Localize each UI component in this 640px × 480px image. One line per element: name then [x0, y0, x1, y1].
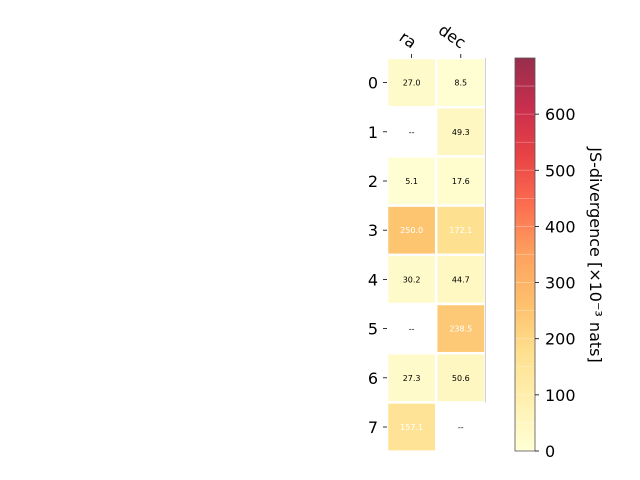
row-label: 2	[368, 172, 378, 191]
cell-label: 5.1	[405, 177, 418, 186]
colorbar-ticks: 0 100 200 300 400 500 600	[535, 105, 576, 461]
heatmap-cell	[388, 157, 435, 205]
row-label: 7	[368, 418, 378, 437]
row-label: 3	[368, 221, 378, 240]
colorbar-tick-label: 200	[545, 330, 576, 349]
heatmap-cell	[388, 354, 435, 402]
colorbar-gradient	[515, 58, 535, 451]
column-labels: ra dec	[396, 20, 469, 58]
column-label: dec	[435, 20, 469, 52]
cell-label: 50.6	[452, 374, 470, 383]
colorbar-frame	[514, 57, 536, 452]
colorbar-label: JS-divergence [×10⁻³ nats]	[586, 146, 605, 362]
colorbar-grid-lines	[515, 85, 535, 424]
colorbar-tick-label: 400	[545, 217, 576, 236]
colorbar-tick-label: 100	[545, 386, 576, 405]
colorbar-tick-label: 0	[545, 442, 555, 461]
row-label: 6	[368, 369, 378, 388]
heatmap-cell	[388, 59, 435, 106]
colorbar-tick-label: 500	[545, 161, 576, 180]
cell-label: --	[458, 423, 464, 432]
cell-label: 157.1	[400, 423, 423, 432]
heatmap-cell	[437, 108, 485, 156]
colorbar: 0 100 200 300 400 500 600 JS-divergence [×10⁻³…	[514, 57, 605, 461]
cell-label: 30.2	[403, 275, 421, 284]
heatmap-cell	[437, 59, 485, 106]
cell-label: --	[409, 128, 415, 137]
cell-label: 238.5	[449, 325, 472, 334]
row-label: 5	[368, 320, 378, 339]
heatmap-cell	[437, 305, 485, 352]
row-labels: 0 1 2 3 4 5 6 7	[368, 74, 387, 437]
heatmap-cell	[388, 403, 435, 451]
cell-label: 172.1	[449, 226, 472, 235]
row-label: 0	[368, 74, 378, 93]
heatmap-cell	[437, 256, 485, 303]
heatmap-cell	[388, 256, 435, 303]
heatmap-cell	[437, 354, 485, 402]
row-label: 4	[368, 270, 378, 289]
cell-label: 27.3	[403, 374, 421, 383]
heatmap-cell	[437, 206, 485, 254]
cell-label: 49.3	[452, 128, 470, 137]
row-label: 1	[368, 123, 378, 142]
colorbar-tick-label: 600	[545, 105, 576, 124]
cell-label: 17.6	[452, 177, 470, 186]
cell-label: --	[409, 325, 415, 334]
heatmap-cell	[437, 157, 485, 205]
heatmap-cell	[388, 206, 435, 254]
heatmap-area: 27.0 8.5 -- 49.3 5.1 17.6 250.0 172.1 30.2 44.7 --…	[388, 58, 486, 451]
colorbar-tick-label: 300	[545, 274, 576, 293]
column-label: ra	[396, 27, 420, 52]
cell-label: 250.0	[400, 226, 423, 235]
cell-label: 44.7	[452, 275, 470, 284]
cell-label: 27.0	[403, 79, 421, 88]
cell-label: 8.5	[454, 79, 467, 88]
